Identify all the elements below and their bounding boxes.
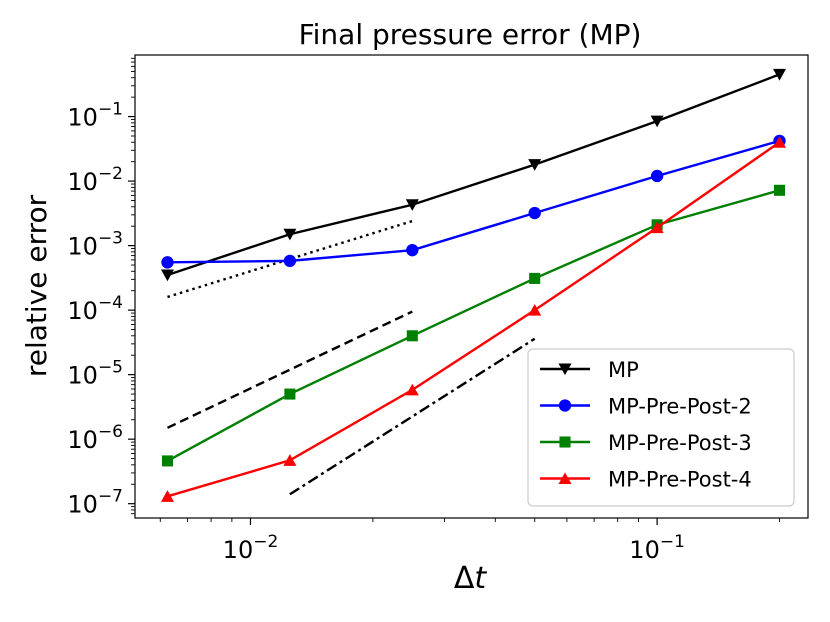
x-tick-label: 10−1 xyxy=(629,532,685,564)
y-tick-label: 10−4 xyxy=(67,293,123,325)
y-axis: 10−7 10−6 10−5 10−4 10−3 10−2 10−1 xyxy=(67,57,135,519)
legend-marker xyxy=(558,363,572,376)
series-line xyxy=(166,189,780,462)
legend-label: MP xyxy=(608,358,639,382)
data-point xyxy=(529,272,541,284)
data-point xyxy=(406,330,418,342)
y-tick-label: 10−7 xyxy=(67,487,123,519)
data-point xyxy=(650,221,664,234)
data-point xyxy=(650,115,664,128)
series-mp-pre-post-2 xyxy=(161,134,786,269)
series-mp-pre-post-4 xyxy=(160,136,787,502)
y-tick-label: 10−1 xyxy=(67,100,123,132)
data-point xyxy=(160,269,174,282)
data-point xyxy=(405,199,419,211)
chart-title: Final pressure error (MP) xyxy=(299,18,642,51)
data-point xyxy=(773,68,787,81)
data-point xyxy=(405,383,419,396)
reference-line-dashdot xyxy=(289,337,536,496)
data-point xyxy=(161,455,174,467)
data-point xyxy=(283,228,297,241)
y-axis-label: relative error xyxy=(20,194,53,377)
data-point xyxy=(283,254,297,268)
legend-label: MP-Pre-Post-4 xyxy=(608,468,752,492)
legend-marker xyxy=(558,399,572,412)
legend-item: MP-Pre-Post-4 xyxy=(540,468,752,492)
x-axis: 10−2 10−1 xyxy=(159,518,780,564)
series-line xyxy=(167,73,780,277)
plot-area xyxy=(134,54,809,519)
series-mp xyxy=(160,68,787,282)
reference-lines xyxy=(166,219,536,496)
legend-marker xyxy=(559,436,571,448)
y-tick-label: 10−2 xyxy=(67,164,123,196)
y-tick-label: 10−5 xyxy=(67,358,123,390)
reference-line-dashed xyxy=(166,310,413,429)
legend: MP MP-Pre-Post-2 MP-Pre-Post-3 MP-Pre-Post-… xyxy=(527,348,795,507)
data-point xyxy=(284,388,296,400)
legend-label: MP-Pre-Post-3 xyxy=(608,431,752,455)
data-point xyxy=(650,169,664,183)
data-point xyxy=(528,159,542,171)
data-point xyxy=(160,490,174,502)
legend-item: MP-Pre-Post-3 xyxy=(540,431,752,455)
legend-item: MP-Pre-Post-2 xyxy=(540,395,752,419)
legend-box xyxy=(527,348,795,507)
data-point xyxy=(161,256,174,269)
x-tick-label: 10−2 xyxy=(223,532,279,564)
y-tick-label: 10−3 xyxy=(67,229,123,261)
data-point xyxy=(406,243,419,257)
legend-marker xyxy=(558,472,572,485)
series-line xyxy=(167,141,781,498)
data-point xyxy=(773,184,786,196)
legend-item: MP xyxy=(540,358,639,382)
data-point xyxy=(773,136,787,148)
data-point xyxy=(528,303,542,316)
x-axis-label: Δt xyxy=(454,561,488,596)
series-line xyxy=(167,139,780,264)
series-layer xyxy=(160,68,787,502)
y-tick-label: 10−6 xyxy=(67,422,123,454)
legend-label: MP-Pre-Post-2 xyxy=(608,395,752,419)
data-point xyxy=(283,454,297,466)
data-point xyxy=(528,206,541,220)
